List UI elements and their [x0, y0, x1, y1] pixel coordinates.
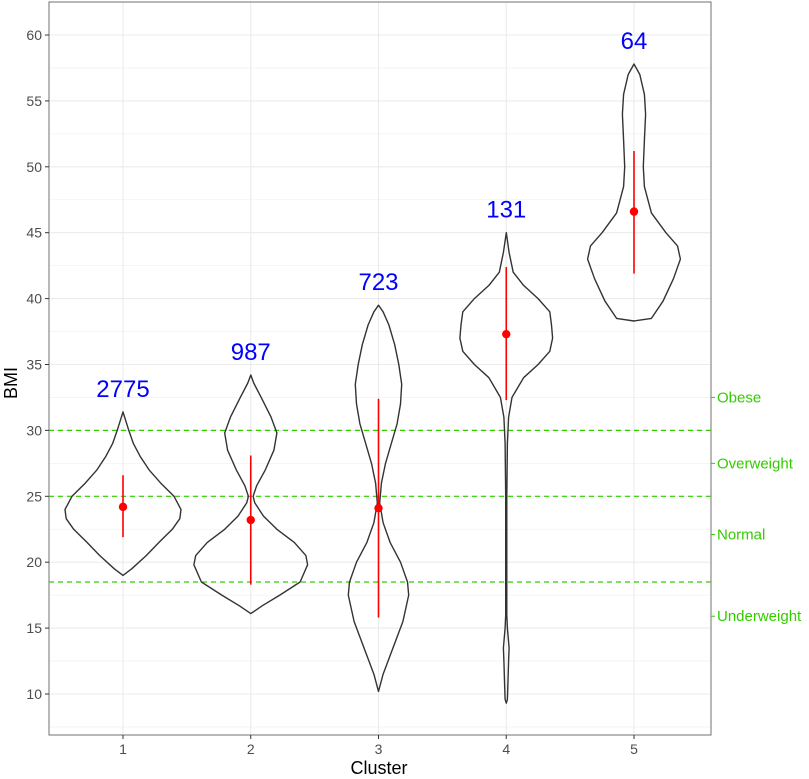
- y-tick-label: 50: [26, 159, 42, 175]
- minor-gridlines: [49, 67, 711, 728]
- bmi-category-label: Normal: [717, 527, 765, 544]
- violin-cluster-2: [193, 374, 309, 615]
- count-label-cluster-1: 2775: [96, 376, 149, 403]
- panel-border: [48, 1, 712, 736]
- count-label-cluster-4: 131: [486, 197, 526, 224]
- x-axis: 1 2 3 4 5: [119, 735, 638, 757]
- violin-cluster-4: [459, 232, 554, 704]
- point-cluster-4: [502, 329, 511, 339]
- y-tick-label: 25: [26, 488, 42, 504]
- point-cluster-3: [374, 503, 383, 513]
- point-cluster-1: [118, 502, 128, 512]
- x-tick-label: 4: [502, 741, 510, 757]
- cluster-count-labels: 2775 987 723 131 64: [96, 28, 647, 403]
- y-axis: 10 15 20 25 30 35 40 45 50 55 60: [26, 27, 49, 702]
- violins: [64, 63, 682, 704]
- bmi-category-label: Obese: [717, 389, 761, 406]
- count-label-cluster-5: 64: [621, 28, 648, 55]
- violin-cluster-3: [347, 304, 410, 693]
- bmi-category-labels: Underweight Normal Overweight Obese: [711, 389, 802, 625]
- count-label-cluster-3: 723: [358, 269, 398, 296]
- bmi-category-label: Overweight: [717, 455, 794, 472]
- violin-cluster-1: [64, 411, 182, 577]
- bmi-category-label: Underweight: [717, 608, 802, 625]
- y-tick-label: 20: [26, 554, 42, 570]
- violin-cluster-5: [586, 63, 682, 322]
- y-tick-label: 10: [26, 686, 42, 702]
- summary-intervals: [118, 150, 639, 618]
- y-tick-label: 40: [26, 291, 42, 307]
- x-axis-title: Cluster: [350, 758, 407, 778]
- y-tick-label: 45: [26, 225, 42, 241]
- y-axis-title: BMI: [1, 367, 21, 399]
- y-tick-label: 60: [26, 27, 42, 43]
- count-label-cluster-2: 987: [231, 339, 271, 366]
- y-tick-label: 35: [26, 357, 42, 373]
- point-cluster-2: [246, 515, 255, 525]
- x-tick-label: 2: [247, 741, 255, 757]
- y-tick-label: 15: [26, 620, 42, 636]
- y-tick-label: 55: [26, 93, 42, 109]
- x-tick-label: 5: [630, 741, 638, 757]
- bmi-threshold-lines: [49, 429, 711, 583]
- x-tick-label: 1: [119, 741, 127, 757]
- point-cluster-5: [629, 207, 639, 216]
- y-tick-label: 30: [26, 422, 42, 438]
- x-tick-label: 3: [375, 741, 383, 757]
